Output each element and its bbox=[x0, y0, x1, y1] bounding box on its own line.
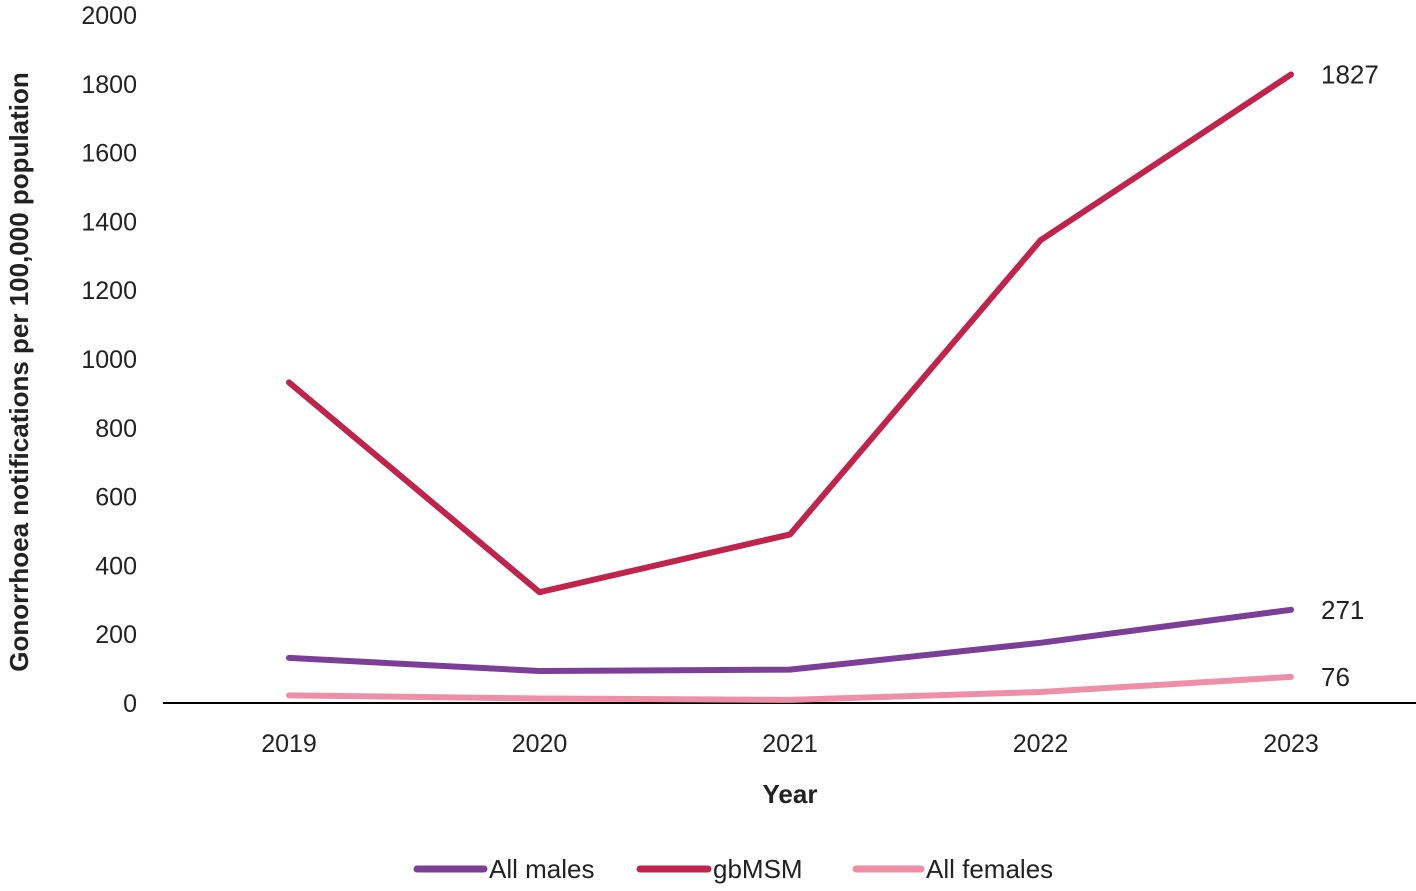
y-tick-label: 200 bbox=[95, 621, 137, 649]
y-tick-label: 1400 bbox=[81, 208, 137, 236]
series-line-all-males bbox=[286, 606, 1294, 674]
x-tick-label: 2019 bbox=[261, 730, 317, 758]
y-axis-ticks: 0 200 400 600 800 1000 1200 1400 1600 1800 2000 bbox=[81, 2, 137, 718]
legend-label: gbMSM bbox=[713, 854, 803, 884]
series-lines bbox=[286, 71, 1294, 703]
legend-label: All males bbox=[489, 854, 594, 884]
end-labels: 271 1827 76 bbox=[1321, 60, 1379, 692]
x-tick-label: 2021 bbox=[762, 730, 818, 758]
series-line-all-females bbox=[286, 673, 1294, 703]
x-tick-label: 2022 bbox=[1013, 730, 1069, 758]
y-tick-label: 1000 bbox=[81, 346, 137, 374]
y-tick-label: 400 bbox=[95, 552, 137, 580]
x-tick-label: 2023 bbox=[1263, 730, 1319, 758]
legend-item-gbmsm: gbMSM bbox=[636, 854, 803, 884]
y-tick-label: 1200 bbox=[81, 277, 137, 305]
end-label-gbmsm: 1827 bbox=[1321, 60, 1379, 90]
y-axis-title: Gonorrhoea notifications per 100,000 pop… bbox=[4, 72, 34, 672]
y-tick-label: 2000 bbox=[81, 2, 137, 30]
y-tick-label: 1800 bbox=[81, 71, 137, 99]
legend-label: All females bbox=[926, 854, 1053, 884]
legend-item-all-males: All males bbox=[413, 854, 594, 884]
series-line-gbmsm bbox=[286, 71, 1294, 596]
y-tick-label: 1600 bbox=[81, 140, 137, 168]
x-tick-label: 2020 bbox=[512, 730, 568, 758]
legend: All males gbMSM All females bbox=[413, 854, 1053, 884]
legend-item-all-females: All females bbox=[852, 854, 1053, 884]
x-axis-title: Year bbox=[763, 779, 818, 809]
y-tick-label: 800 bbox=[95, 415, 137, 443]
x-axis-ticks: 2019 2020 2021 2022 2023 bbox=[261, 730, 1319, 758]
y-tick-label: 600 bbox=[95, 484, 137, 512]
end-label-all-males: 271 bbox=[1321, 595, 1364, 625]
y-tick-label: 0 bbox=[123, 690, 137, 718]
end-label-all-females: 76 bbox=[1321, 662, 1350, 692]
